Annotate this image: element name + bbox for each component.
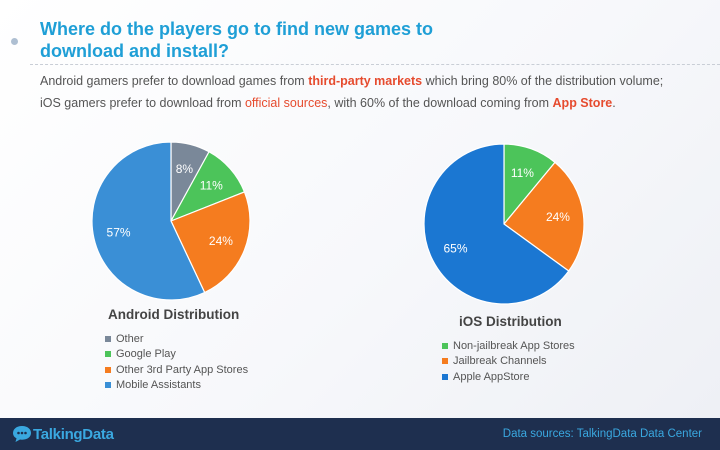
legend-label: Apple AppStore: [453, 370, 530, 383]
subtitle-text: which bring 80% of the distribution volu…: [422, 74, 664, 88]
pie-slice-jailbreak-channels: [503, 161, 585, 272]
legend-label: Non-jailbreak App Stores: [453, 339, 575, 352]
subtitle-text: , with 60% of the download coming from: [327, 96, 553, 110]
subtitle-highlight: third-party markets: [308, 74, 423, 88]
subtitle: Android gamers prefer to download games …: [40, 70, 710, 114]
legend-item: Google Play: [105, 347, 248, 363]
pie-data-label: 57%: [107, 226, 131, 240]
footer-logo-text: TalkingData: [33, 426, 114, 443]
footer-source: Data sources: TalkingData Data Center: [502, 428, 702, 440]
title-divider: [30, 64, 720, 65]
legend-swatch: [442, 342, 448, 349]
legend-label: Mobile Assistants: [116, 379, 201, 392]
legend-item: Apple AppStore: [442, 369, 575, 385]
pie-data-label: 65%: [444, 242, 468, 256]
legend-swatch: [105, 382, 111, 389]
pie-slice-apple-appstore: [423, 143, 570, 305]
legend-item: Other 3rd Party App Stores: [105, 362, 248, 378]
pie-data-label: 24%: [209, 234, 233, 248]
pie-data-label: 24%: [546, 210, 570, 224]
legend-swatch: [105, 351, 111, 358]
legend-label: Other: [116, 332, 144, 345]
android-legend: Other Google Play Other 3rd Party App Stor…: [105, 331, 248, 393]
pie-data-label: 11%: [511, 166, 534, 180]
ios-chart-title: iOS Distribution: [459, 314, 562, 329]
legend-label: Google Play: [116, 348, 176, 361]
legend-swatch: [442, 373, 448, 380]
legend-label: Jailbreak Channels: [453, 355, 547, 368]
footer-bar: TalkingData Data sources: TalkingData Da…: [0, 418, 720, 450]
legend-item: Other: [105, 331, 248, 347]
legend-item: Mobile Assistants: [105, 378, 248, 394]
subtitle-highlight: official sources: [244, 96, 328, 110]
legend-swatch: [105, 366, 111, 373]
subtitle-text: .: [612, 96, 616, 110]
talkingdata-logo-icon: [13, 426, 31, 442]
pie-data-label: 8%: [176, 162, 194, 176]
ios-pie-chart: 11% 24% 65%: [423, 143, 585, 305]
title-bullet-icon: [11, 38, 18, 45]
legend-item: Non-jailbreak App Stores: [442, 338, 575, 354]
page-title: Where do the players go to find new game…: [40, 19, 434, 61]
legend-swatch: [105, 335, 111, 342]
subtitle-highlight: App Store: [552, 96, 613, 110]
subtitle-line-1: Android gamers prefer to download games …: [40, 70, 710, 92]
legend-swatch: [442, 358, 448, 365]
legend-label: Other 3rd Party App Stores: [116, 363, 249, 376]
ios-legend: Non-jailbreak App Stores Jailbreak Channe…: [442, 338, 575, 385]
android-pie-chart: 8% 11% 24% 57%: [91, 141, 251, 301]
pie-slice-mobile-assistants: [91, 141, 206, 301]
subtitle-text: iOS gamers prefer to download from: [40, 96, 245, 110]
android-chart-title: Android Distribution: [108, 307, 240, 322]
pie-slice-other-3rd-party-app-stores: [170, 191, 251, 294]
pie-data-label: 11%: [200, 178, 223, 192]
legend-item: Jailbreak Channels: [442, 354, 575, 370]
subtitle-text: Android gamers prefer to download games …: [40, 74, 309, 88]
subtitle-line-2: iOS gamers prefer to download from offic…: [40, 92, 710, 114]
